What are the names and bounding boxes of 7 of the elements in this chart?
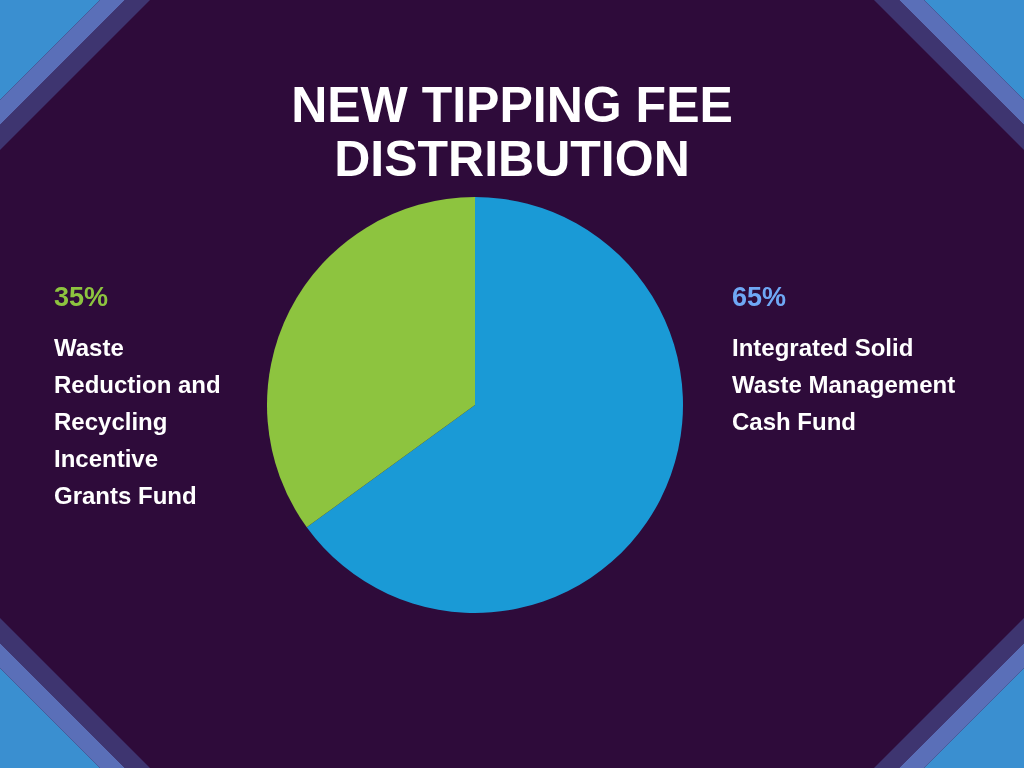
slice-label: Integrated Solid Waste Management Cash Fund <box>732 333 957 437</box>
pie-slice <box>267 197 475 528</box>
data-label: 65% <box>732 282 788 313</box>
chart-title: NEW TIPPING FEE DISTRIBUTION <box>290 77 734 187</box>
pie-slice <box>306 197 683 613</box>
slice-label: Waste Reduction and Recycling Incentive Grants Fund <box>54 333 222 511</box>
data-label: 35% <box>54 282 110 313</box>
